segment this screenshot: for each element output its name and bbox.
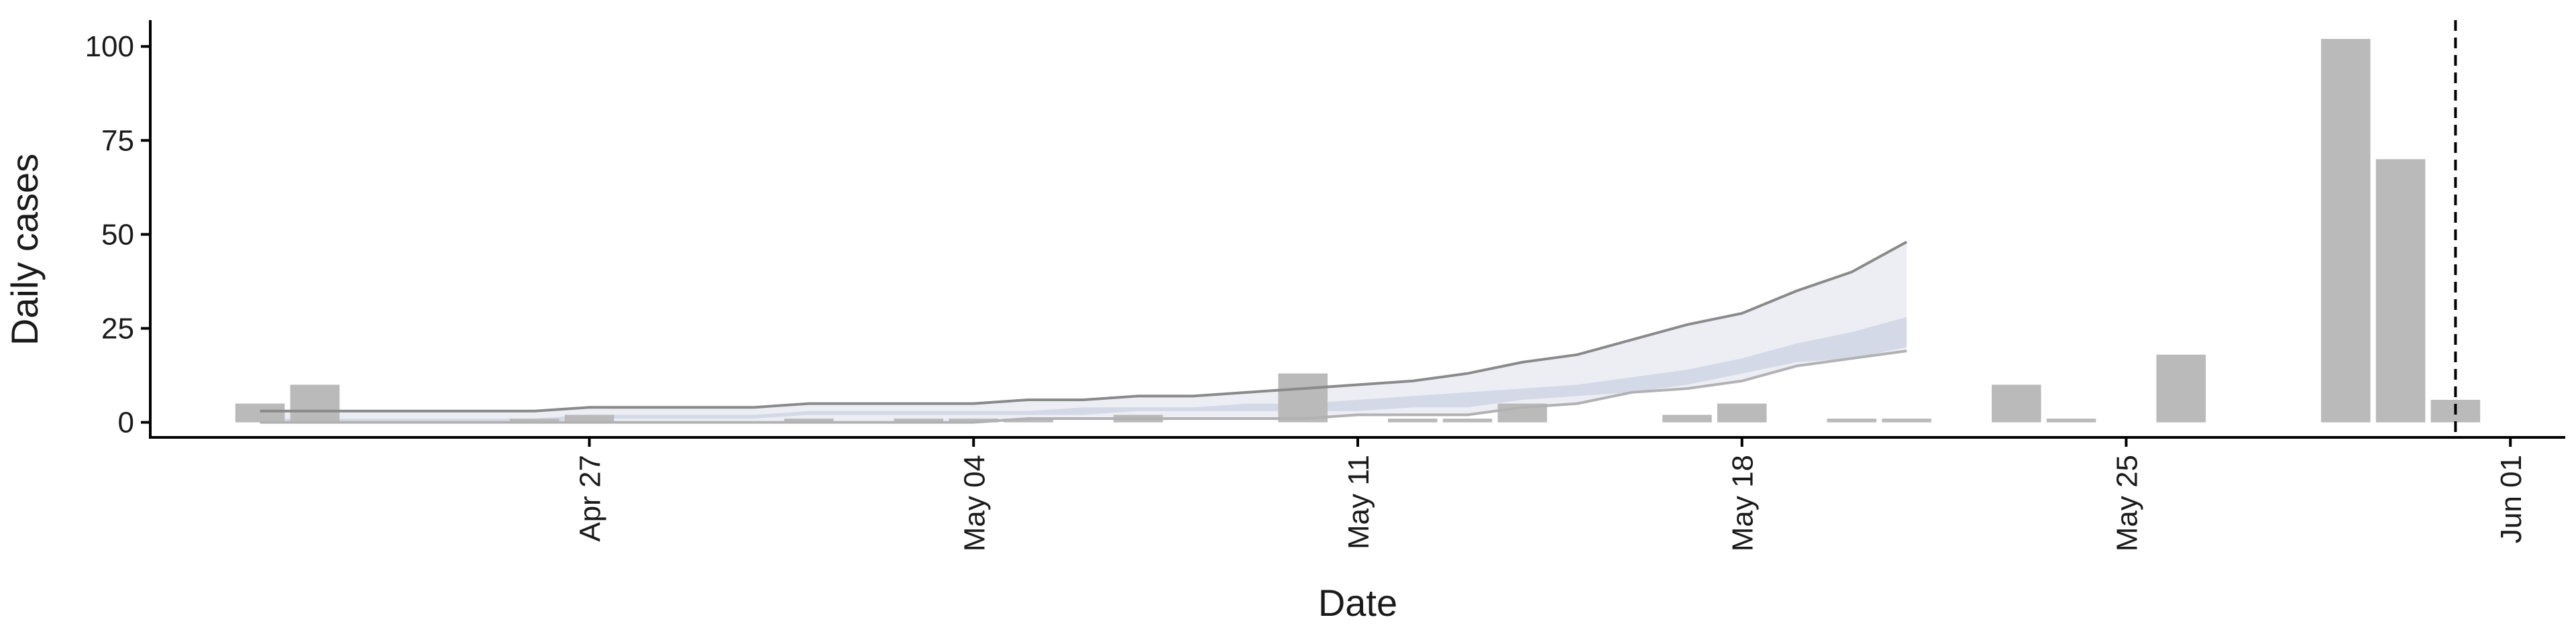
x-tick-label: Jun 01 bbox=[2495, 455, 2528, 543]
plot-area bbox=[235, 20, 2481, 437]
bar bbox=[949, 419, 999, 423]
bar bbox=[1717, 403, 1767, 423]
bar bbox=[1882, 419, 1931, 423]
y-tick-label: 25 bbox=[101, 312, 134, 345]
projection-band-inner bbox=[260, 317, 1907, 423]
y-axis-title: Daily cases bbox=[3, 154, 46, 345]
bar bbox=[1827, 419, 1877, 423]
projection-upper-line bbox=[260, 240, 1908, 413]
bar bbox=[894, 419, 944, 423]
bar bbox=[1662, 415, 1712, 423]
bar bbox=[2046, 419, 2096, 423]
projection-band-outer bbox=[260, 241, 1907, 423]
y-axis-ticks: 0 25 50 75 100 bbox=[85, 30, 150, 439]
bar bbox=[564, 415, 614, 423]
bar bbox=[2156, 354, 2206, 423]
y-tick-label: 100 bbox=[85, 30, 134, 63]
bar bbox=[235, 403, 285, 423]
bar bbox=[2320, 39, 2371, 423]
y-tick-label: 0 bbox=[118, 407, 134, 439]
bar-layer bbox=[235, 39, 2481, 423]
bar bbox=[784, 419, 834, 423]
projection-band-layer bbox=[260, 241, 1907, 423]
projection-lower-line bbox=[260, 350, 1907, 424]
x-tick-label: Apr 27 bbox=[574, 455, 607, 542]
bar bbox=[1278, 373, 1328, 423]
bar bbox=[290, 384, 340, 423]
x-tick-label: May 25 bbox=[2111, 455, 2144, 551]
x-tick-label: May 04 bbox=[958, 455, 991, 551]
bar bbox=[1992, 384, 2041, 423]
bar bbox=[1442, 419, 1493, 423]
x-tick-label: May 11 bbox=[1342, 455, 1375, 549]
projection-line-layer bbox=[260, 240, 1908, 424]
bar bbox=[509, 419, 559, 423]
bar bbox=[1004, 419, 1053, 423]
bar bbox=[1388, 419, 1438, 423]
x-tick-label: May 18 bbox=[1727, 455, 1760, 551]
y-tick-label: 50 bbox=[101, 218, 134, 251]
x-axis-ticks: Apr 27 May 04 May 11 May 18 May 25 Jun 01 bbox=[574, 437, 2528, 551]
y-tick-label: 75 bbox=[101, 124, 134, 157]
x-axis-title: Date bbox=[1318, 582, 1397, 624]
bar bbox=[2375, 159, 2426, 423]
